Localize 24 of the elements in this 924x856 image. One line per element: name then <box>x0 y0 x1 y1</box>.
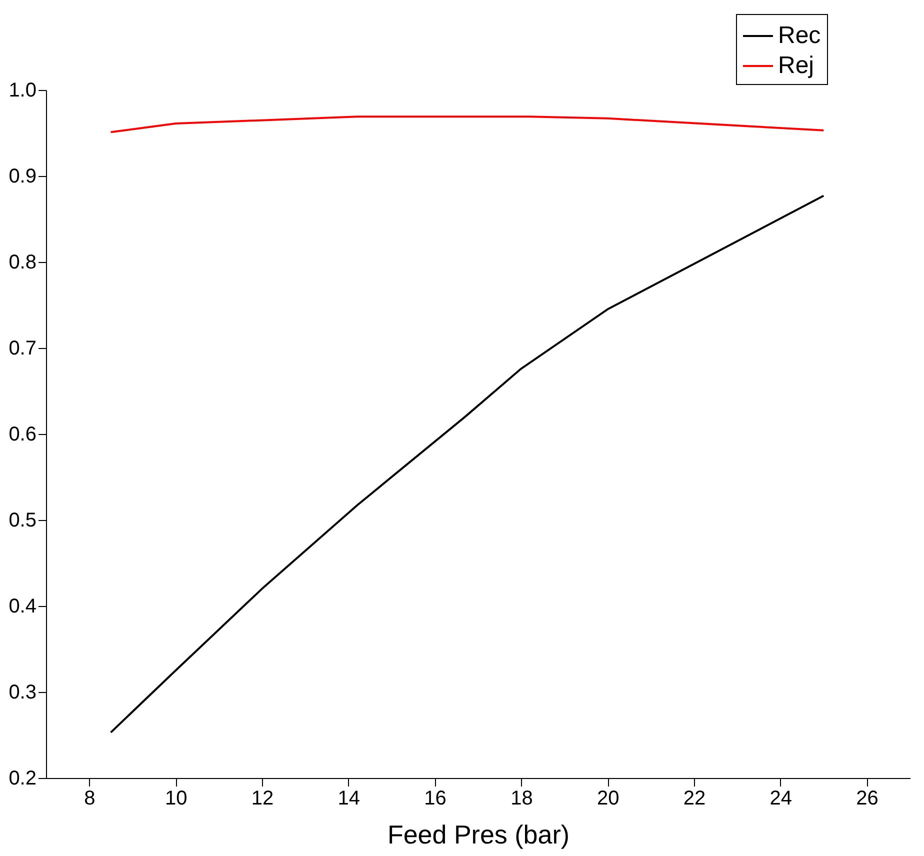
x-tick-label: 22 <box>683 788 706 810</box>
x-tick-label: 14 <box>338 788 360 810</box>
x-axis-title: Feed Pres (bar) <box>387 820 570 850</box>
x-tick-label: 18 <box>510 788 533 810</box>
x-tick-label: 16 <box>424 788 446 810</box>
x-tick-label: 24 <box>770 788 792 810</box>
x-tick-label: 26 <box>856 788 878 810</box>
y-tick-label: 0.4 <box>8 596 36 618</box>
x-tick-label: 10 <box>164 788 188 810</box>
x-tick-label: 20 <box>596 788 620 810</box>
legend-label: Rec <box>778 22 821 49</box>
y-tick-label: 0.5 <box>8 510 36 532</box>
y-tick-label: 0.9 <box>8 166 36 188</box>
x-tick-label: 8 <box>84 788 96 810</box>
y-tick-label: 0.7 <box>8 338 36 360</box>
y-tick-label: 0.8 <box>8 252 36 274</box>
line-series <box>110 116 825 134</box>
y-tick-label: 0.6 <box>8 424 36 446</box>
line-series <box>110 194 825 734</box>
x-tick-label: 12 <box>251 788 274 810</box>
y-tick-label: 0.3 <box>8 682 36 704</box>
y-tick-label: 0.2 <box>8 768 36 790</box>
legend-label: Rej <box>778 52 814 79</box>
y-tick-label: 1.0 <box>8 80 36 102</box>
